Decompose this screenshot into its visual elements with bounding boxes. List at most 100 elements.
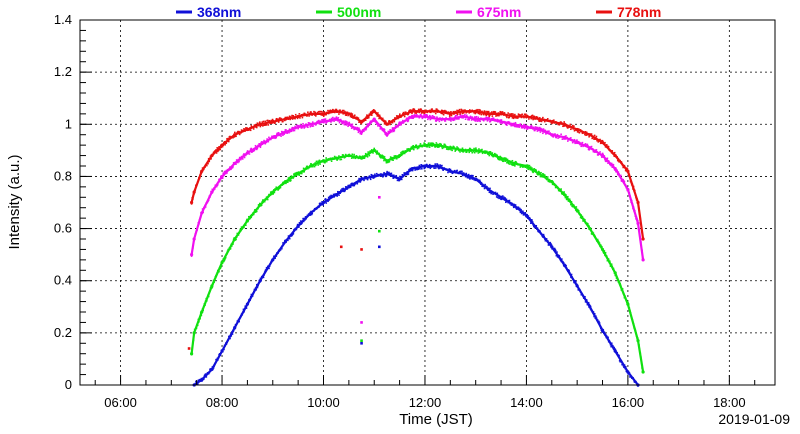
data-sample bbox=[355, 156, 357, 159]
data-sample bbox=[395, 157, 398, 160]
data-sample bbox=[574, 142, 576, 145]
data-sample bbox=[505, 158, 508, 160]
data-sample bbox=[532, 118, 534, 121]
data-sample bbox=[495, 193, 497, 195]
data-sample bbox=[570, 128, 572, 131]
data-sample bbox=[196, 181, 199, 184]
data-sample bbox=[446, 169, 449, 171]
data-sample bbox=[511, 202, 513, 205]
data-sample bbox=[563, 191, 565, 193]
data-sample bbox=[500, 157, 503, 159]
data-sample bbox=[603, 331, 606, 334]
data-sample bbox=[414, 112, 416, 114]
data-sample bbox=[484, 150, 487, 152]
data-sample bbox=[469, 174, 472, 177]
data-sample bbox=[307, 111, 309, 114]
data-sample bbox=[517, 117, 519, 119]
data-sample bbox=[447, 171, 449, 174]
data-sample bbox=[325, 121, 328, 123]
data-sample bbox=[414, 110, 417, 112]
data-sample bbox=[613, 346, 615, 349]
data-sample bbox=[636, 198, 639, 200]
data-sample bbox=[630, 201, 632, 204]
data-sample bbox=[588, 148, 591, 150]
data-sample bbox=[543, 238, 546, 240]
data-sample bbox=[389, 156, 392, 158]
data-sample bbox=[393, 176, 396, 179]
data-sample bbox=[579, 129, 582, 131]
data-sample bbox=[374, 149, 377, 152]
data-sample bbox=[498, 113, 501, 115]
data-sample bbox=[440, 143, 442, 146]
data-sample bbox=[439, 142, 441, 145]
data-sample bbox=[417, 168, 419, 171]
data-sample bbox=[454, 115, 456, 118]
data-sample bbox=[285, 182, 287, 185]
data-sample bbox=[391, 156, 394, 159]
data-sample bbox=[552, 121, 555, 124]
data-sample bbox=[214, 184, 217, 187]
data-sample bbox=[514, 125, 516, 128]
data-sample bbox=[206, 201, 209, 204]
data-sample bbox=[441, 147, 444, 150]
data-sample bbox=[635, 335, 638, 337]
data-sample bbox=[433, 111, 436, 113]
data-sample bbox=[332, 110, 335, 113]
data-sample bbox=[458, 172, 460, 175]
data-sample bbox=[438, 145, 441, 148]
data-sample bbox=[608, 161, 611, 163]
data-sample bbox=[564, 196, 567, 199]
data-sample bbox=[272, 193, 274, 195]
data-sample bbox=[192, 341, 194, 343]
data-sample bbox=[310, 124, 313, 126]
data-sample bbox=[324, 118, 327, 120]
data-sample bbox=[448, 168, 451, 170]
data-sample bbox=[388, 131, 390, 134]
data-sample bbox=[627, 174, 630, 177]
data-sample bbox=[350, 157, 353, 159]
data-sample bbox=[342, 187, 345, 190]
data-sample bbox=[621, 162, 623, 165]
data-sample bbox=[193, 239, 195, 242]
data-sample bbox=[576, 210, 578, 213]
data-sample bbox=[543, 235, 545, 238]
data-sample bbox=[510, 204, 513, 206]
data-sample bbox=[223, 141, 226, 143]
data-sample bbox=[555, 184, 558, 187]
data-sample bbox=[440, 118, 442, 121]
data-sample bbox=[512, 123, 514, 125]
data-sample bbox=[224, 256, 227, 259]
data-sample bbox=[431, 117, 433, 119]
y-tick-label: 0 bbox=[65, 377, 72, 392]
data-sample bbox=[622, 178, 625, 181]
data-sample bbox=[442, 109, 444, 112]
data-sample bbox=[224, 172, 227, 175]
data-sample bbox=[215, 360, 218, 362]
data-sample bbox=[196, 381, 198, 383]
y-tick-label: 0.4 bbox=[54, 273, 72, 288]
data-sample bbox=[245, 305, 247, 308]
data-sample bbox=[391, 121, 393, 123]
data-sample bbox=[526, 213, 528, 216]
data-sample bbox=[235, 135, 237, 138]
data-sample bbox=[291, 114, 293, 117]
data-sample bbox=[388, 160, 391, 163]
data-sample bbox=[582, 295, 584, 298]
data-sample bbox=[212, 190, 214, 193]
data-sample bbox=[491, 152, 494, 154]
data-sample bbox=[503, 120, 505, 123]
data-point bbox=[271, 190, 275, 194]
data-sample bbox=[219, 148, 222, 151]
data-sample bbox=[368, 154, 371, 157]
data-sample bbox=[328, 199, 331, 201]
data-sample bbox=[381, 117, 384, 120]
data-sample bbox=[421, 117, 424, 120]
data-sample bbox=[194, 189, 197, 192]
data-sample bbox=[539, 230, 541, 233]
data-sample bbox=[346, 122, 349, 124]
data-sample bbox=[573, 138, 576, 141]
data-sample bbox=[551, 180, 553, 182]
data-sample bbox=[246, 218, 248, 221]
data-sample bbox=[576, 283, 578, 286]
data-sample bbox=[227, 339, 230, 341]
